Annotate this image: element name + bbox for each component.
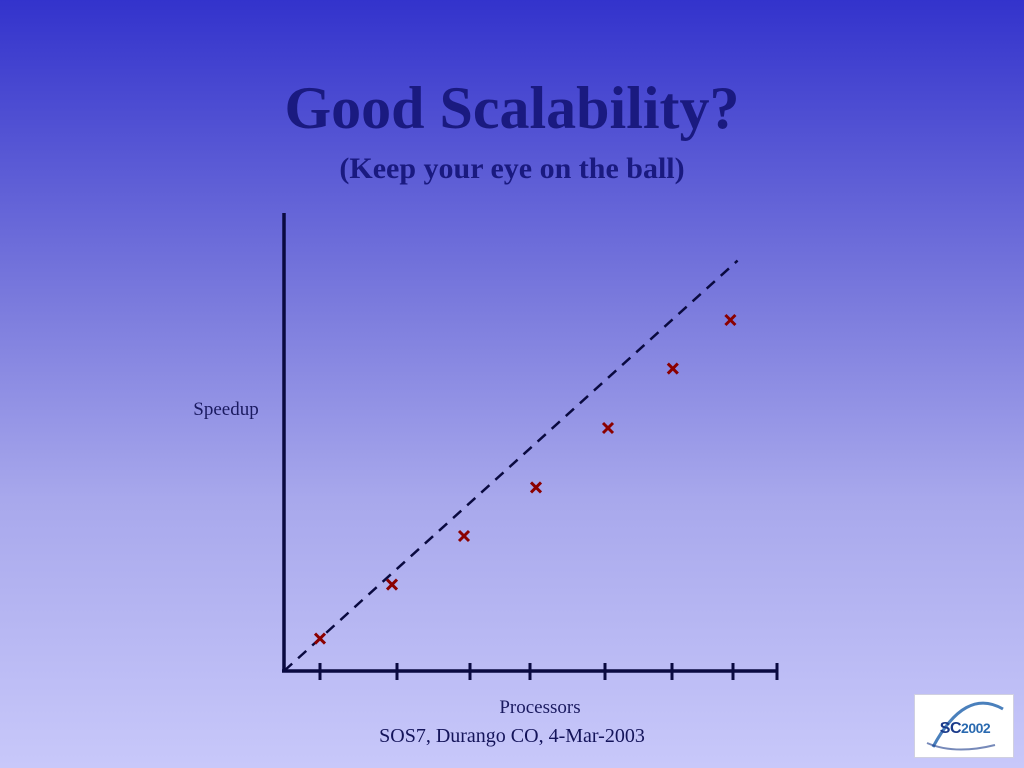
slide-title: Good Scalability? [284,75,740,141]
data-point-stroke [529,481,543,494]
sc2002-logo: SC2002 [914,694,1014,758]
data-point [457,529,471,543]
y-axis-label: Speedup [193,399,258,420]
data-point [385,578,399,591]
data-point-stroke [724,313,737,327]
logo-prefix: SC [939,720,962,737]
data-point [724,313,737,327]
data-point [601,421,615,435]
data-point-stroke [601,421,615,435]
footer-text: SOS7, Durango CO, 4-Mar-2003 [379,725,645,747]
slide-subtitle: (Keep your eye on the ball) [339,152,685,185]
x-axis-label: Processors [499,697,580,718]
data-point-stroke [385,578,399,591]
data-point [313,632,327,645]
logo-year: 2002 [961,720,991,736]
data-point [529,481,543,494]
data-point-stroke [313,632,327,645]
data-point-stroke [457,529,471,543]
ideal-speedup-line [283,259,739,672]
data-point [666,362,679,375]
data-point-stroke [666,362,679,375]
